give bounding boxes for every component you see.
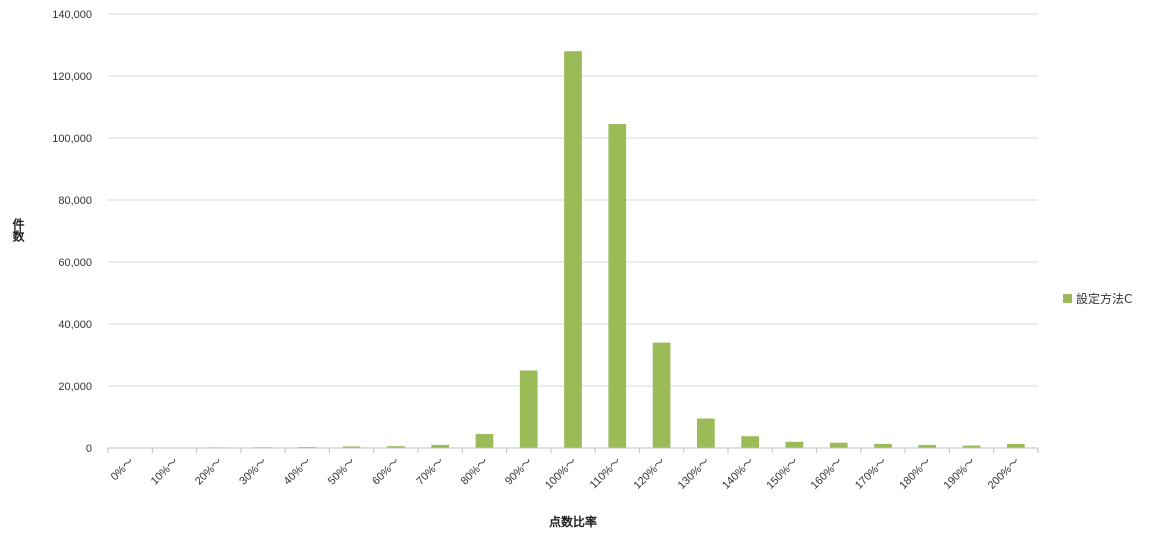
bar: [829, 442, 848, 448]
x-tick-label: 10%～: [149, 456, 181, 488]
bar: [697, 418, 715, 448]
x-tick-label: 190%～: [942, 456, 978, 492]
bar: [387, 446, 405, 448]
bar: [519, 370, 538, 448]
x-tick-label: 80%～: [459, 456, 491, 488]
bar: [741, 436, 759, 448]
bar: [962, 445, 981, 448]
y-tick-label: 60,000: [58, 257, 92, 269]
x-axis-title: 点数比率: [549, 514, 597, 529]
x-axis-ticks: 0%～ 10%～ 20%～ 30%～ 40%～ 50%～ 60%～ 70%～ 80%～ 90%～ 1…: [107, 448, 1039, 492]
bar: [431, 444, 449, 448]
bars: [121, 51, 1025, 449]
x-tick-label: 30%～: [237, 456, 269, 488]
x-tick-label: 40%～: [282, 456, 314, 488]
bar: [874, 443, 892, 448]
x-tick-label: 50%～: [326, 456, 358, 488]
bar: [785, 441, 804, 448]
y-tick-label: 40,000: [58, 319, 92, 331]
x-tick-label: 200%～: [986, 456, 1022, 492]
bar: [1007, 443, 1025, 448]
x-tick-label: 90%～: [503, 456, 535, 488]
y-tick-label: 120,000: [52, 71, 92, 83]
x-tick-label: 170%～: [853, 456, 889, 492]
x-tick-label: 70%～: [414, 456, 446, 488]
y-tick-label: 20,000: [58, 381, 92, 393]
x-tick-label: 160%～: [809, 456, 845, 492]
x-tick-label: 120%～: [632, 456, 668, 492]
x-tick-label: 130%～: [676, 456, 712, 492]
y-tick-label: 0: [86, 443, 92, 455]
x-tick-label: 60%～: [370, 456, 402, 488]
y-tick-label: 100,000: [52, 133, 92, 145]
legend-swatch: [1063, 294, 1072, 303]
bar: [475, 434, 494, 448]
x-tick-label: 180%～: [897, 456, 933, 492]
x-tick-label: 150%～: [764, 456, 800, 492]
x-tick-label: 100%～: [543, 456, 579, 492]
bar: [564, 51, 582, 448]
legend-label: 設定方法C: [1076, 291, 1132, 306]
y-axis-ticks: 0 20,000 40,000 60,000 80,000 100,000 120,000 1…: [52, 9, 92, 455]
legend: 設定方法C: [1063, 291, 1132, 306]
bar: [342, 446, 361, 448]
x-tick-label: 20%～: [193, 456, 225, 488]
y-tick-label: 140,000: [52, 9, 92, 21]
bar: [918, 444, 937, 448]
x-tick-label: 140%～: [720, 456, 756, 492]
bar: [652, 342, 671, 448]
y-tick-label: 80,000: [58, 195, 92, 207]
bar: [608, 124, 627, 449]
x-tick-label: 0%～: [109, 456, 137, 484]
y-axis-title: 件数: [11, 217, 25, 243]
x-tick-label: 110%～: [588, 456, 624, 492]
